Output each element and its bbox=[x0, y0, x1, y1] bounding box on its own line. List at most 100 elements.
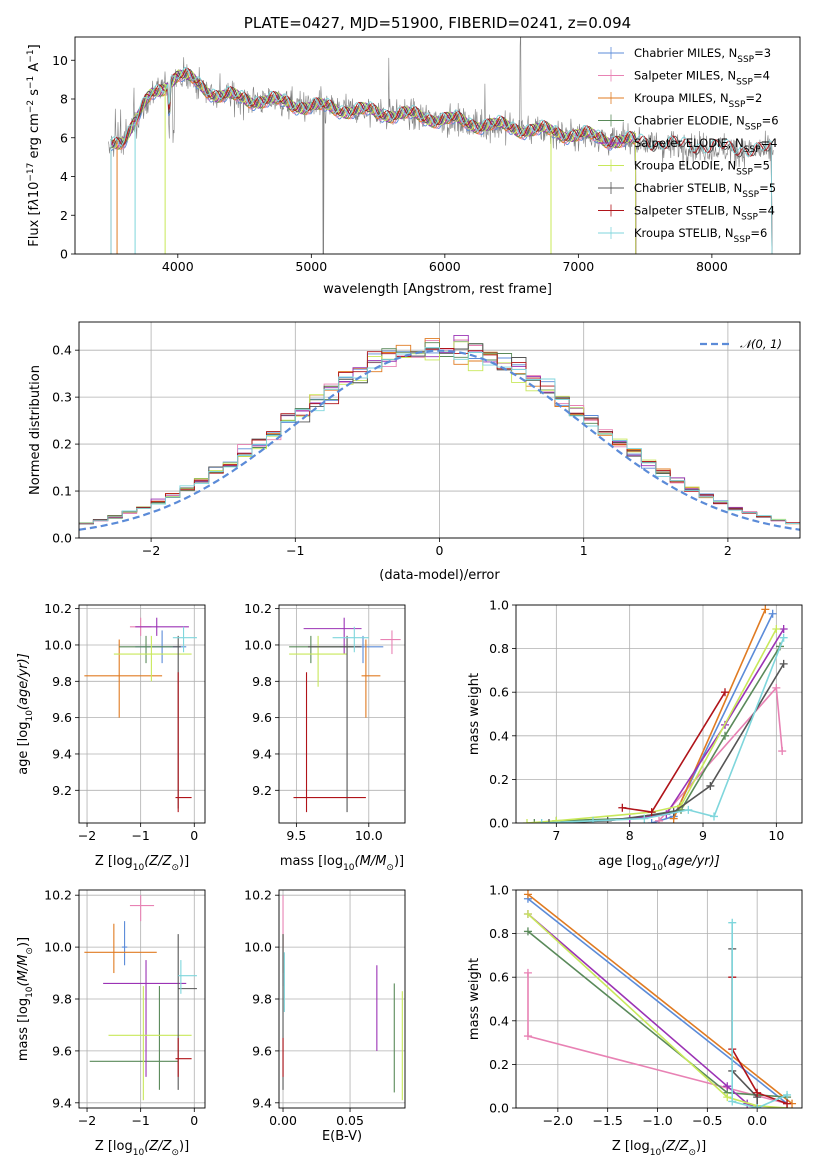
axes-frame bbox=[515, 889, 803, 1109]
y-tick-label: 0.0 bbox=[489, 816, 509, 831]
errorbar-area bbox=[282, 895, 403, 1101]
y-tick-label: 0.6 bbox=[489, 685, 509, 700]
series-salpeter-elodie bbox=[629, 628, 785, 820]
axes-frame bbox=[278, 889, 406, 1109]
series-kroupa-elodie-marker bbox=[523, 909, 532, 918]
errorbar-area bbox=[289, 617, 401, 813]
axes-mass-vs-metallicity: −2 −1 0 9.4 9.6 9.8 10.0 10.2 bbox=[44, 888, 205, 1128]
y-tick-label: 9.2 bbox=[252, 783, 272, 798]
x-axis-label-part: 10 bbox=[650, 1148, 662, 1158]
legend-label: Chabrier STELIB, NSSP=5 bbox=[634, 181, 776, 200]
x-tick-label: 2 bbox=[724, 543, 732, 558]
series-kroupa-elodie bbox=[526, 628, 778, 823]
y-tick-label: 10.0 bbox=[44, 940, 72, 955]
legend-label: Kroupa MILES, NSSP=2 bbox=[634, 91, 762, 110]
x-axis-label-part: ⊙ bbox=[386, 863, 394, 873]
histogram-kroupa-elodie bbox=[79, 341, 800, 524]
series-kroupa-stelib-marker bbox=[640, 814, 649, 823]
legend-label-part: Kroupa ELODIE, N bbox=[634, 159, 736, 173]
series-kroupa-elodie-marker bbox=[723, 1093, 732, 1102]
series-kroupa-stelib-marker bbox=[537, 819, 546, 823]
model-spectrum-kroupa-stelib bbox=[110, 66, 773, 254]
y-tick-label: 9.6 bbox=[52, 710, 72, 725]
y-axis-label-part: age [log bbox=[16, 722, 31, 775]
x-axis-label-part: 10 bbox=[133, 863, 145, 873]
x-axis-label-part: (Z/Z bbox=[144, 1139, 172, 1154]
y-tick-label: 0 bbox=[60, 247, 68, 262]
model-spectrum-kroupa-miles bbox=[110, 70, 637, 254]
y-tick-label: 0.0 bbox=[489, 1101, 509, 1116]
x-tick-label: 9.5 bbox=[286, 828, 306, 843]
x-axis-label-part: Z [log bbox=[612, 1139, 650, 1154]
legend-label-part: Chabrier MILES, N bbox=[634, 46, 737, 60]
series-kroupa-miles bbox=[527, 893, 793, 1105]
series-chabrier-miles-marker bbox=[768, 609, 777, 618]
series-kroupa-miles-marker bbox=[523, 890, 532, 899]
x-tick-label: 0 bbox=[190, 1113, 198, 1128]
x-tick-label: 8 bbox=[626, 828, 634, 843]
y-tick-label: 9.4 bbox=[252, 746, 272, 761]
model-spectrum-salpeter-stelib bbox=[110, 67, 773, 254]
y-tick-label: 9.6 bbox=[252, 710, 272, 725]
legend-label: Chabrier ELODIE, NSSP=6 bbox=[634, 114, 779, 133]
normal-reference-curve bbox=[79, 349, 800, 531]
y-axis-label-part: erg cm bbox=[27, 113, 42, 162]
series-salpeter-miles-marker bbox=[655, 816, 663, 823]
series-salpeter-stelib-marker bbox=[647, 808, 656, 817]
x-axis-label-part: ⊙ bbox=[171, 1148, 179, 1158]
x-axis-label-part: )] bbox=[179, 1139, 189, 1154]
y-tick-label: 10.2 bbox=[244, 888, 272, 903]
series-salpeter-stelib-marker bbox=[618, 803, 627, 812]
legend-label-part: SSP bbox=[741, 213, 758, 223]
x-tick-label: −2 bbox=[78, 1113, 96, 1128]
model-spectrum-salpeter-miles bbox=[110, 70, 637, 254]
line-area bbox=[523, 890, 797, 1108]
y-tick-label: 2 bbox=[60, 208, 68, 223]
y-axis-label-part: Flux [f bbox=[27, 205, 42, 246]
y-axis-label: age [log10(age/yr)] bbox=[16, 653, 35, 775]
x-tick-label: 0.00 bbox=[269, 1113, 297, 1128]
y-tick-label: 4 bbox=[60, 169, 68, 184]
y-axis-label: Normed distribution bbox=[28, 365, 43, 495]
legend-label-part: SSP bbox=[742, 190, 759, 200]
x-axis-label-part: 10 bbox=[133, 1148, 145, 1158]
axes-frame bbox=[78, 604, 206, 824]
axes-residual-histogram: −2 −1 0 1 2 0.0 0.1 0.2 0.3 0.4 bbox=[52, 322, 800, 558]
x-axis-label-part: (Z/Z bbox=[661, 1139, 689, 1154]
y-tick-label: 10.2 bbox=[244, 601, 272, 616]
legend-label-part: Salpeter STELIB, N bbox=[634, 204, 741, 218]
x-axis-label: Z [log10(Z/Z⊙)] bbox=[95, 1139, 189, 1158]
series-salpeter-stelib-marker bbox=[721, 688, 729, 697]
x-axis-label-part: Z [log bbox=[95, 1139, 133, 1154]
series-chabrier-elodie-marker bbox=[721, 731, 729, 740]
series-salpeter-elodie-marker bbox=[779, 624, 788, 633]
x-axis-label: age [log10(age/yr)] bbox=[598, 854, 720, 873]
y-axis-label-part: λ bbox=[27, 198, 42, 207]
y-tick-label: 8 bbox=[60, 92, 68, 107]
series-kroupa-elodie-marker bbox=[772, 624, 781, 633]
x-tick-label: 5000 bbox=[295, 259, 327, 274]
y-tick-label: 0.6 bbox=[489, 970, 509, 985]
legend-label: Kroupa STELIB, NSSP=6 bbox=[634, 226, 767, 245]
x-tick-label: 9 bbox=[699, 828, 707, 843]
y-tick-label: 1.0 bbox=[489, 883, 509, 898]
series-chabrier-elodie-marker bbox=[530, 819, 539, 823]
series-kroupa-elodie-marker bbox=[552, 816, 561, 823]
series-kroupa-miles-marker bbox=[761, 605, 770, 614]
model-spectrum-kroupa-elodie bbox=[110, 69, 637, 254]
x-tick-label: 10.0 bbox=[355, 828, 383, 843]
x-tick-label: −1.0 bbox=[642, 1113, 672, 1128]
y-axis-label: Flux [fλ10−17 erg cm−2 s−1 A−1] bbox=[26, 44, 42, 246]
errorbar-area bbox=[84, 617, 197, 813]
x-tick-label: −2.0 bbox=[543, 1113, 573, 1128]
x-axis-label-part: 10 bbox=[343, 863, 355, 873]
legend-label-part: SSP bbox=[736, 78, 753, 88]
y-axis-label: mass weight bbox=[467, 673, 482, 755]
series-salpeter-miles-marker bbox=[523, 1032, 532, 1041]
y-tick-label: 9.2 bbox=[52, 783, 72, 798]
x-tick-label: 0.0 bbox=[747, 1113, 767, 1128]
series-salpeter-miles-marker bbox=[772, 683, 781, 692]
series-kroupa-elodie-marker bbox=[523, 819, 531, 823]
y-axis-label-part: −1 bbox=[26, 49, 36, 62]
y-axis-label-part: −17 bbox=[26, 163, 36, 182]
